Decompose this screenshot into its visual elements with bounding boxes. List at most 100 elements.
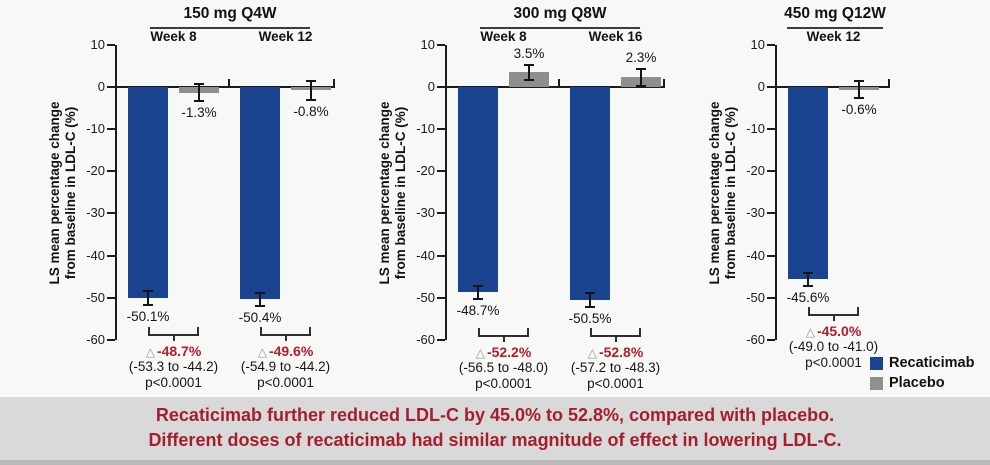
error-bar-cap: [143, 290, 153, 293]
error-bar-cap: [473, 298, 483, 300]
bracket-center-tick: [832, 316, 835, 322]
y-tick-mark: [767, 296, 775, 299]
p-value: p<0.0001: [145, 375, 202, 391]
recaticimab-value-label: -50.5%: [568, 310, 612, 326]
panel-title-underline: [150, 27, 310, 29]
bracket-center-tick: [614, 336, 617, 342]
difference-value: -48.7%: [156, 343, 202, 360]
difference-label: △ -45.0%: [759, 323, 909, 339]
y-tick-label: 0: [757, 79, 765, 94]
delta-triangle-icon: △: [257, 345, 267, 360]
recaticimab-value-label: -50.4%: [238, 310, 282, 326]
placebo-value-label: -0.6%: [841, 102, 877, 117]
week-label: Week 8: [150, 29, 197, 44]
bracket-center-tick: [172, 336, 175, 342]
y-tick-label: -30: [746, 205, 765, 221]
bracket-end-tick: [857, 307, 859, 315]
y-tick-label: -20: [746, 163, 765, 179]
legend-item-placebo: Placebo: [870, 375, 974, 391]
y-tick-mark: [107, 128, 115, 131]
y-tick-label: 10: [420, 36, 435, 52]
bracket-end-tick: [590, 327, 592, 335]
error-bar-cap: [143, 303, 153, 306]
panel-title: 300 mg Q8W: [513, 5, 607, 22]
recaticimab-bar: [788, 87, 828, 280]
y-tick-label: 10: [750, 36, 765, 52]
week-label: Week 12: [258, 29, 313, 44]
recaticimab-bar: [128, 87, 168, 299]
error-bar-line: [259, 292, 261, 307]
confidence-interval: (-54.9 to -44.2): [240, 359, 331, 375]
comparison-bracket: [148, 334, 199, 337]
summary-banner: Recaticimab further reduced LDL-C by 45.…: [0, 397, 990, 465]
confidence-interval: (-57.2 to -48.3): [570, 359, 661, 375]
x-divider-tick: [888, 79, 890, 86]
week-label: Week 16: [588, 29, 643, 44]
y-tick-mark: [107, 86, 115, 88]
delta-triangle-icon: △: [475, 345, 485, 360]
confidence-interval: (-56.5 to -48.0): [458, 359, 549, 375]
y-axis-title-line: from baseline in LDL-C (%): [393, 106, 408, 280]
week-label: Week 12: [806, 29, 861, 44]
y-tick-mark: [107, 43, 115, 46]
bracket-end-tick: [527, 327, 529, 335]
error-bar-line: [310, 81, 312, 100]
p-value: p<0.0001: [475, 375, 532, 391]
y-tick-mark: [767, 170, 775, 173]
error-bar-cap: [194, 83, 204, 86]
y-tick-mark: [767, 43, 775, 46]
error-bar-cap: [803, 284, 813, 287]
error-bar-line: [640, 68, 642, 86]
legend: Recaticimab Placebo: [870, 355, 974, 395]
y-tick-label: -20: [416, 163, 435, 179]
y-axis-line: [445, 45, 447, 340]
error-bar-line: [198, 84, 200, 101]
error-bar-cap: [854, 97, 864, 99]
y-tick-label: -50: [86, 289, 105, 305]
y-tick-mark: [437, 212, 445, 215]
y-tick-mark: [437, 254, 445, 257]
difference-value: -52.8%: [598, 343, 644, 360]
placebo-value-label: -0.8%: [293, 103, 329, 119]
error-bar-cap: [585, 305, 595, 308]
panel-title-underline: [480, 27, 640, 29]
bracket-end-tick: [197, 327, 199, 335]
week-label: Week 8: [480, 29, 527, 44]
difference-value: -52.2%: [486, 343, 532, 360]
error-bar-cap: [255, 291, 265, 294]
y-tick-label: 10: [90, 36, 105, 52]
bracket-end-tick: [148, 327, 150, 335]
y-axis-title-line: LS mean percentage change: [47, 101, 62, 285]
error-bar-cap: [803, 271, 813, 274]
y-tick-label: -30: [86, 205, 105, 221]
y-tick-label: -10: [746, 121, 765, 137]
y-axis-title: LS mean percentage change from baseline i…: [377, 43, 409, 343]
legend-label-recaticimab: Recaticimab: [889, 355, 975, 371]
placebo-value-label: 3.5%: [513, 45, 545, 61]
p-value: p<0.0001: [805, 355, 862, 371]
recaticimab-value-label: -45.6%: [786, 289, 830, 305]
error-bar-cap: [194, 99, 204, 102]
y-tick-mark: [437, 128, 445, 131]
difference-label: △ -49.6%: [211, 343, 361, 359]
recaticimab-swatch-icon: [870, 356, 883, 370]
recaticimab-value-label: -50.1%: [126, 308, 170, 324]
confidence-interval: (-49.0 to -41.0): [788, 339, 879, 355]
y-tick-label: -60: [746, 331, 765, 347]
y-axis-title-line: LS mean percentage change: [377, 101, 392, 285]
y-axis-title-line: from baseline in LDL-C (%): [723, 106, 738, 280]
y-tick-label: -60: [86, 331, 105, 347]
x-divider-tick: [558, 79, 560, 86]
delta-triangle-icon: △: [805, 325, 815, 340]
x-divider-tick: [333, 79, 335, 86]
ldl-c-bar-chart: Recaticimab Placebo 150 mg Q4W 10 0 -10 -20 -…: [47, 0, 974, 397]
y-axis-title-line: LS mean percentage change: [707, 101, 722, 285]
comparison-bracket: [808, 314, 859, 317]
placebo-value-label: 2.3%: [625, 49, 657, 65]
error-bar-cap: [473, 284, 483, 287]
dose-panel: 300 mg Q8W 10 0 -10 -20 -30 -40 -50 -60 LS mean p…: [330, 0, 665, 397]
legend-item-recaticimab: Recaticimab: [870, 355, 974, 371]
error-bar-line: [858, 81, 860, 98]
p-value: p<0.0001: [257, 375, 314, 391]
error-bar-cap: [854, 80, 864, 83]
